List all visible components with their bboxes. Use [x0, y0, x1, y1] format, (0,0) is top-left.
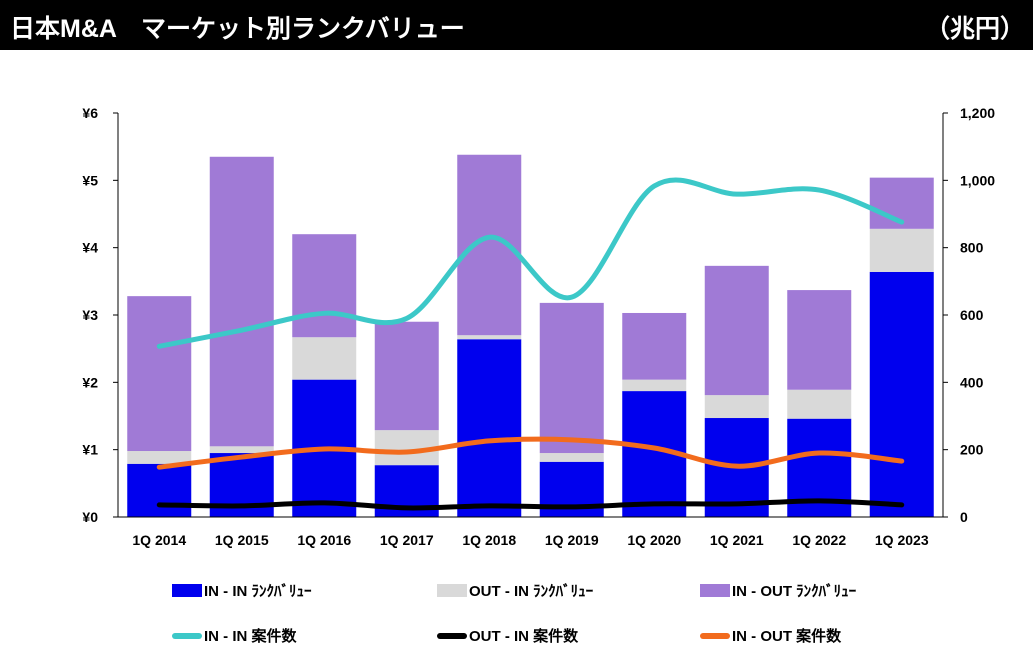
- left-tick-label: ¥0: [82, 509, 98, 525]
- legend-label: OUT - IN ﾗﾝｸﾊﾞﾘｭｰ: [469, 583, 594, 600]
- bar-in-out: [127, 296, 192, 452]
- legend-label: IN - OUT ﾗﾝｸﾊﾞﾘｭｰ: [732, 583, 857, 600]
- legend-label: OUT - IN 案件数: [469, 628, 579, 645]
- line-in-out-count: [156, 436, 905, 470]
- legend-item: OUT - IN 案件数: [437, 625, 578, 646]
- legend-line: [437, 632, 467, 639]
- bar-out-in: [787, 389, 852, 419]
- legend-label: IN - OUT 案件数: [732, 628, 842, 645]
- left-tick-label: ¥4: [82, 240, 98, 256]
- legend-line: [172, 632, 202, 639]
- x-tick-label: 1Q 2017: [380, 532, 434, 548]
- legend-swatch: [700, 584, 730, 597]
- bar-out-in: [869, 228, 934, 272]
- right-tick-label: 1,200: [960, 105, 995, 121]
- x-tick-label: 1Q 2023: [875, 532, 929, 548]
- legend-label: IN - IN 案件数: [204, 628, 297, 645]
- x-tick-label: 1Q 2022: [792, 532, 846, 548]
- legend-swatch: [437, 584, 467, 597]
- bar-in-in: [127, 463, 192, 517]
- legend-line: [700, 632, 730, 639]
- left-tick-label: ¥3: [82, 307, 98, 323]
- legend-item: IN - OUT 案件数: [700, 625, 841, 646]
- line-out-in-count: [156, 498, 905, 511]
- bar-in-out: [209, 156, 274, 447]
- legend-swatch: [172, 584, 202, 597]
- legend-item: IN - OUT ﾗﾝｸﾊﾞﾘｭｰ: [700, 580, 856, 601]
- bar-out-in: [539, 453, 604, 462]
- line-in-in-count: [156, 177, 905, 349]
- bar-in-in: [869, 271, 934, 517]
- bar-in-out: [292, 234, 357, 338]
- bar-out-in: [127, 451, 192, 464]
- bar-out-in: [704, 395, 769, 419]
- x-tick-label: 1Q 2019: [545, 532, 599, 548]
- legend-item: IN - IN 案件数: [172, 625, 297, 646]
- title-bar: 日本M&A マーケット別ランクバリュー （兆円）: [0, 0, 1033, 50]
- legend-item: OUT - IN ﾗﾝｸﾊﾞﾘｭｰ: [437, 580, 593, 601]
- legend-item: IN - IN ﾗﾝｸﾊﾞﾘｭｰ: [172, 580, 312, 601]
- bar-in-out: [704, 265, 769, 396]
- bar-out-in: [209, 446, 274, 454]
- left-tick-label: ¥6: [82, 105, 98, 121]
- chart-title: 日本M&A マーケット別ランクバリュー: [10, 15, 465, 43]
- x-tick-label: 1Q 2021: [710, 532, 764, 548]
- right-tick-label: 1,000: [960, 172, 995, 188]
- bar-in-out: [622, 312, 687, 380]
- bar-in-in: [457, 339, 522, 517]
- x-tick-label: 1Q 2020: [627, 532, 681, 548]
- x-tick-label: 1Q 2016: [297, 532, 351, 548]
- x-tick-label: 1Q 2018: [462, 532, 516, 548]
- unit-label: （兆円）: [924, 15, 1025, 43]
- left-tick-label: ¥2: [82, 374, 98, 390]
- right-tick-label: 600: [960, 307, 984, 323]
- legend-label: IN - IN ﾗﾝｸﾊﾞﾘｭｰ: [204, 583, 312, 600]
- bar-out-in: [457, 335, 522, 340]
- left-tick-label: ¥5: [82, 172, 98, 188]
- right-tick-label: 400: [960, 374, 984, 390]
- x-tick-label: 1Q 2014: [132, 532, 186, 548]
- right-tick-label: 200: [960, 442, 984, 458]
- bar-out-in: [622, 379, 687, 392]
- bar-in-out: [787, 290, 852, 390]
- right-tick-label: 0: [960, 509, 968, 525]
- bar-in-out: [374, 321, 439, 431]
- bar-out-in: [292, 337, 357, 380]
- left-tick-label: ¥1: [82, 442, 98, 458]
- bar-in-out: [539, 302, 604, 454]
- x-tick-label: 1Q 2015: [215, 532, 269, 548]
- right-tick-label: 800: [960, 240, 984, 256]
